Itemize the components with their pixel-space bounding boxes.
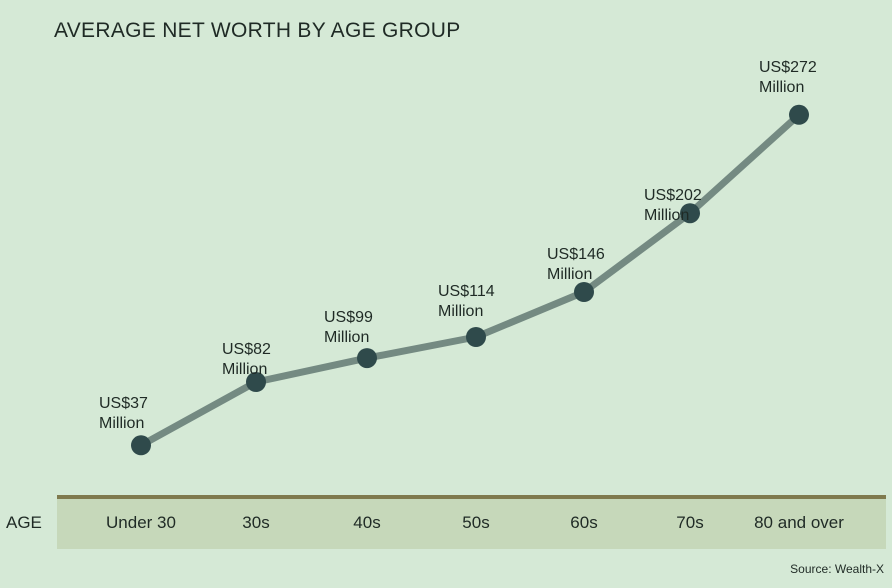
data-point-6 [680,203,700,224]
x-tick-label: Under 30 [106,513,176,532]
data-point-1 [131,435,151,456]
data-label: US$114 Million [438,283,495,320]
x-tick-label: 50s [462,513,490,532]
x-tick-label: 60s [570,513,598,532]
x-tick-label: 40s [353,513,381,532]
x-axis-label: AGE [6,513,42,532]
data-point-5 [574,282,594,302]
data-label: US$99 Million [324,309,373,346]
data-label: US$146 Million [547,246,605,283]
x-tick-label: 30s [242,513,270,532]
chart-title: AVERAGE NET WORTH BY AGE GROUP [54,19,461,42]
data-point-3 [357,348,377,369]
x-tick-label: 80 and over [754,513,844,532]
data-point-7 [789,104,809,125]
x-axis-band [57,495,886,549]
series-line [137,111,803,449]
data-point-4 [466,327,486,347]
data-label: US$82 Million [222,341,271,378]
data-point-2 [246,372,266,392]
data-label: US$202 Million [644,187,702,224]
data-label: US$272 Million [759,59,817,96]
data-label: US$37 Million [99,395,148,432]
x-tick-label: 70s [676,513,704,532]
source-note: Source: Wealth-X [790,562,884,576]
